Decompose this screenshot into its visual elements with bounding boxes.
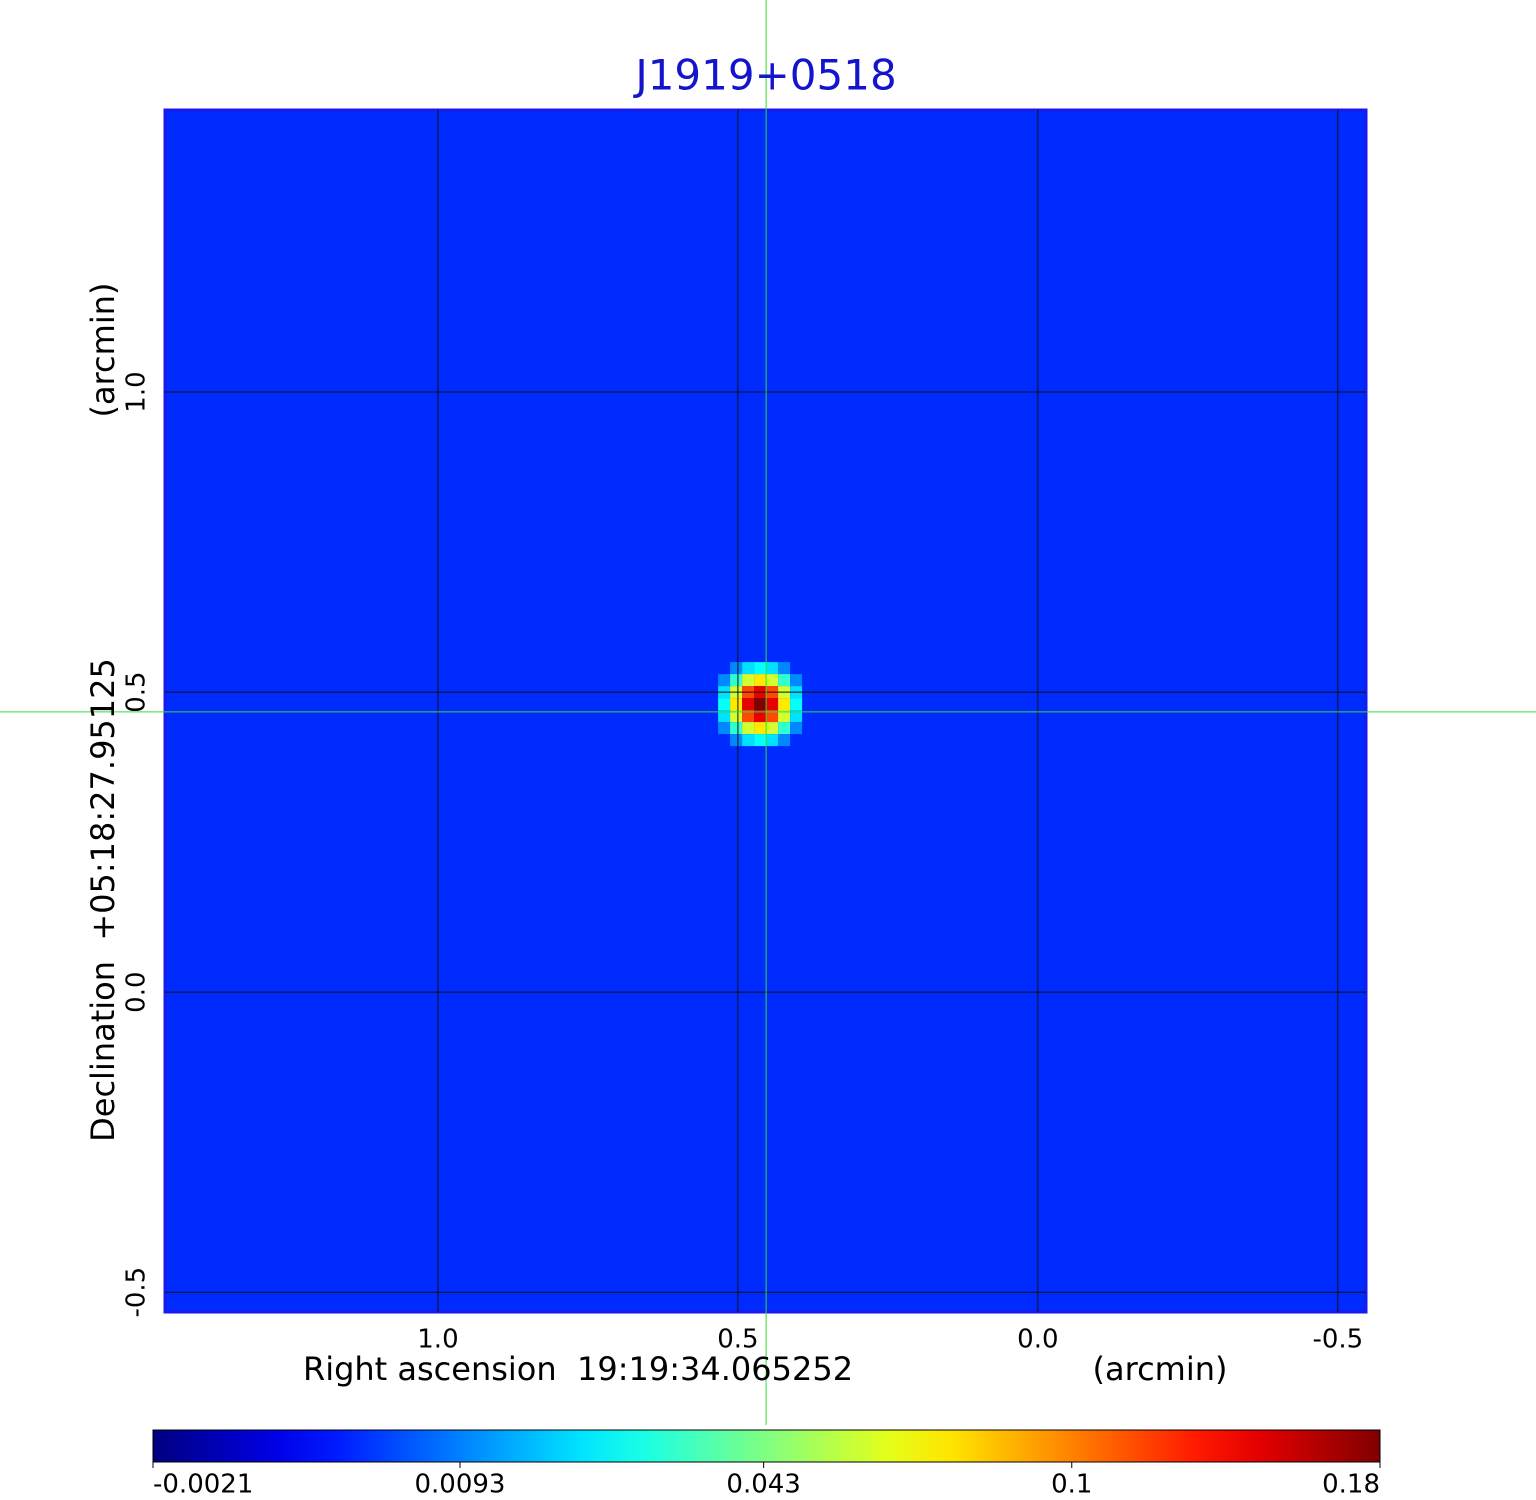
- source-pixel: [790, 674, 803, 687]
- y-tick-label: 0.5: [122, 671, 152, 712]
- source-pixel: [718, 674, 731, 687]
- source-pixel: [730, 662, 743, 675]
- source-pixel: [730, 710, 743, 723]
- source-pixel: [730, 674, 743, 687]
- source-pixel: [766, 734, 779, 747]
- source-pixel: [754, 674, 767, 687]
- source-pixel: [778, 662, 791, 675]
- colorbar: [152, 1429, 1381, 1463]
- source-pixel: [754, 734, 767, 747]
- source-pixel: [766, 662, 779, 675]
- source-pixel: [778, 674, 791, 687]
- source-pixel: [742, 722, 755, 735]
- source-pixel: [754, 722, 767, 735]
- source-pixel: [766, 698, 779, 711]
- source-pixel: [790, 710, 803, 723]
- source-pixel: [742, 710, 755, 723]
- y-axis-unit: (arcmin): [84, 283, 122, 418]
- colorbar-tick-label: 0.18: [1322, 1470, 1380, 1500]
- colorbar-tick-label: -0.0021: [153, 1470, 253, 1500]
- source-pixel: [778, 698, 791, 711]
- x-axis-unit: (arcmin): [1093, 1350, 1228, 1388]
- x-tick-label: -0.5: [1312, 1325, 1363, 1355]
- x-axis-label: Right ascension 19:19:34.065252: [303, 1350, 853, 1388]
- chart-title: J1919+0518: [632, 51, 896, 100]
- source-pixel: [730, 698, 743, 711]
- y-axis-label: Declination +05:18:27.95125: [84, 658, 122, 1142]
- colorbar-tick-label: 0.0093: [415, 1470, 506, 1500]
- source-pixel: [730, 734, 743, 747]
- x-tick-label: 1.0: [417, 1325, 458, 1355]
- source-pixel: [778, 710, 791, 723]
- source-pixel: [718, 698, 731, 711]
- source-pixel: [766, 722, 779, 735]
- y-tick-label: -0.5: [122, 1267, 152, 1318]
- source-pixel: [766, 674, 779, 687]
- x-tick-label: 0.5: [717, 1325, 758, 1355]
- y-tick-label: 1.0: [122, 371, 152, 412]
- colorbar-tick-label: 0.1: [1051, 1470, 1092, 1500]
- source-pixel: [754, 710, 767, 723]
- source-pixel: [730, 722, 743, 735]
- source-pixel: [790, 698, 803, 711]
- colorbar-tick-label: 0.043: [726, 1470, 800, 1500]
- source-pixel: [778, 734, 791, 747]
- source-pixel: [742, 698, 755, 711]
- image-frame: [163, 108, 1368, 1314]
- source-pixel: [742, 674, 755, 687]
- source-pixel: [742, 662, 755, 675]
- source-pixel: [778, 722, 791, 735]
- source-pixel: [790, 722, 803, 735]
- source-pixel: [754, 662, 767, 675]
- y-tick-label: 0.0: [122, 971, 152, 1012]
- source-pixel: [754, 698, 767, 711]
- source-pixel: [742, 734, 755, 747]
- source-pixel: [718, 710, 731, 723]
- x-tick-label: 0.0: [1017, 1325, 1058, 1355]
- source-pixel: [766, 710, 779, 723]
- source-pixel: [718, 722, 731, 735]
